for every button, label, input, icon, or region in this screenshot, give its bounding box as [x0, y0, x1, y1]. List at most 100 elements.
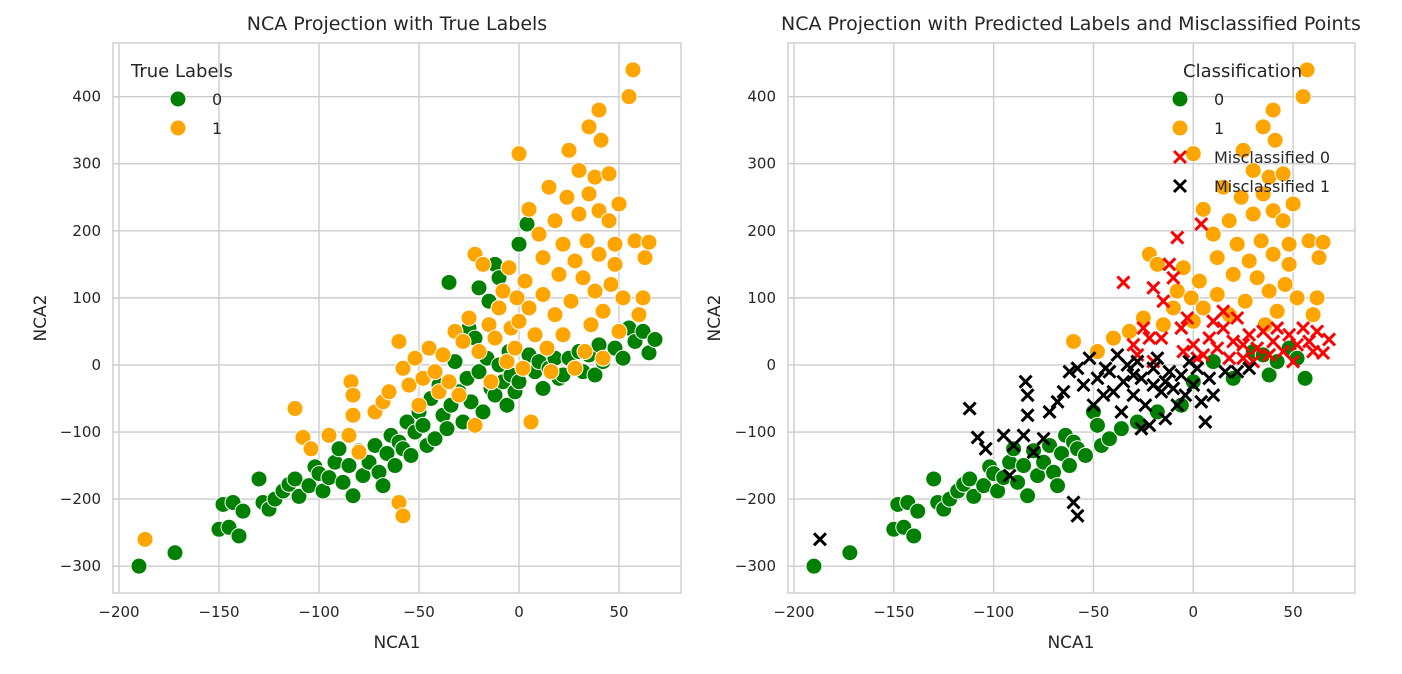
data-point — [1264, 202, 1282, 220]
data-point — [1036, 431, 1051, 446]
data-point — [812, 532, 828, 547]
y-tick-label: −100 — [735, 423, 776, 441]
data-point — [1174, 321, 1189, 336]
legend-label-0: 0 — [1214, 90, 1224, 109]
data-point — [578, 232, 596, 250]
data-point — [1250, 341, 1265, 356]
legend-marker-0 — [169, 90, 187, 108]
data-point — [1310, 249, 1328, 267]
data-point — [1002, 468, 1017, 483]
data-point — [1019, 487, 1037, 505]
data-point — [1156, 294, 1171, 309]
data-point — [440, 273, 458, 291]
data-point — [486, 329, 504, 347]
data-point — [400, 376, 418, 394]
data-point — [1182, 289, 1200, 307]
y-axis-label-true-labels: NCA2 — [31, 294, 51, 341]
data-point — [1110, 347, 1125, 362]
x-axis-label-true-labels: NCA1 — [373, 633, 420, 653]
data-point — [1216, 321, 1231, 336]
legend-entry-misclassified-0: Misclassified 0 — [1172, 148, 1330, 167]
data-point — [1264, 101, 1282, 119]
data-point — [530, 225, 548, 243]
data-point — [1208, 249, 1226, 267]
data-point — [1082, 351, 1097, 366]
data-point — [1226, 334, 1241, 349]
data-point — [1186, 378, 1201, 393]
data-point — [426, 430, 444, 448]
data-point — [634, 289, 652, 307]
data-point — [905, 527, 923, 545]
data-point — [1252, 232, 1270, 250]
data-point — [970, 430, 985, 445]
data-point — [320, 426, 338, 444]
data-point — [624, 61, 642, 79]
data-point — [1228, 235, 1246, 253]
data-point — [1015, 457, 1033, 475]
data-point — [1158, 411, 1173, 426]
data-point — [1126, 337, 1141, 352]
data-point — [330, 440, 348, 458]
data-point — [1146, 361, 1161, 376]
data-point — [1206, 314, 1221, 329]
data-point — [805, 557, 823, 575]
data-point — [1180, 310, 1195, 326]
data-point — [602, 275, 620, 293]
data-point — [520, 299, 538, 317]
data-point — [1294, 88, 1312, 106]
data-point — [414, 416, 432, 434]
data-point — [1274, 212, 1292, 230]
legend-title-predicted-labels: Classification — [1183, 61, 1302, 82]
data-point — [1244, 161, 1262, 179]
data-point — [1214, 178, 1232, 196]
data-point — [1170, 230, 1185, 245]
data-point — [1246, 354, 1261, 369]
data-point — [1266, 334, 1281, 349]
data-point — [1166, 270, 1181, 285]
data-point — [978, 441, 993, 456]
data-point — [1112, 420, 1130, 438]
data-point — [590, 245, 608, 263]
data-point — [366, 436, 384, 454]
data-point — [560, 141, 578, 159]
data-point — [344, 406, 362, 424]
data-point — [386, 457, 404, 475]
data-point — [1186, 337, 1201, 352]
data-point — [1276, 344, 1291, 359]
data-point — [1142, 331, 1157, 346]
data-point — [1321, 332, 1337, 347]
data-point — [454, 332, 472, 350]
data-point — [1020, 408, 1035, 423]
data-point — [166, 544, 184, 562]
x-tick-label: −100 — [973, 603, 1014, 621]
series-misclassified-0 — [1116, 217, 1337, 369]
data-point — [1162, 257, 1177, 272]
data-point — [640, 233, 658, 251]
data-point — [474, 403, 492, 421]
data-point — [470, 343, 488, 361]
data-point — [1049, 477, 1067, 495]
data-point — [470, 279, 488, 297]
data-point — [646, 330, 664, 348]
y-tick-label: −300 — [60, 557, 101, 575]
data-point — [534, 379, 552, 397]
data-point — [1274, 165, 1292, 183]
data-point — [546, 212, 564, 230]
data-point — [909, 502, 927, 520]
data-point — [1184, 145, 1202, 163]
data-point — [580, 185, 598, 203]
data-point — [1248, 269, 1266, 287]
y-tick-label: 400 — [747, 88, 776, 106]
data-point — [522, 413, 540, 431]
data-point — [1076, 447, 1094, 464]
data-point — [500, 259, 518, 277]
data-point — [1280, 235, 1298, 253]
data-point — [344, 487, 362, 505]
data-point — [1104, 329, 1122, 347]
data-point — [1061, 457, 1079, 475]
data-point — [1240, 252, 1258, 270]
data-point — [1116, 374, 1131, 389]
data-point — [1236, 337, 1251, 352]
data-point — [490, 299, 508, 317]
x-tick-label: 0 — [514, 603, 524, 621]
